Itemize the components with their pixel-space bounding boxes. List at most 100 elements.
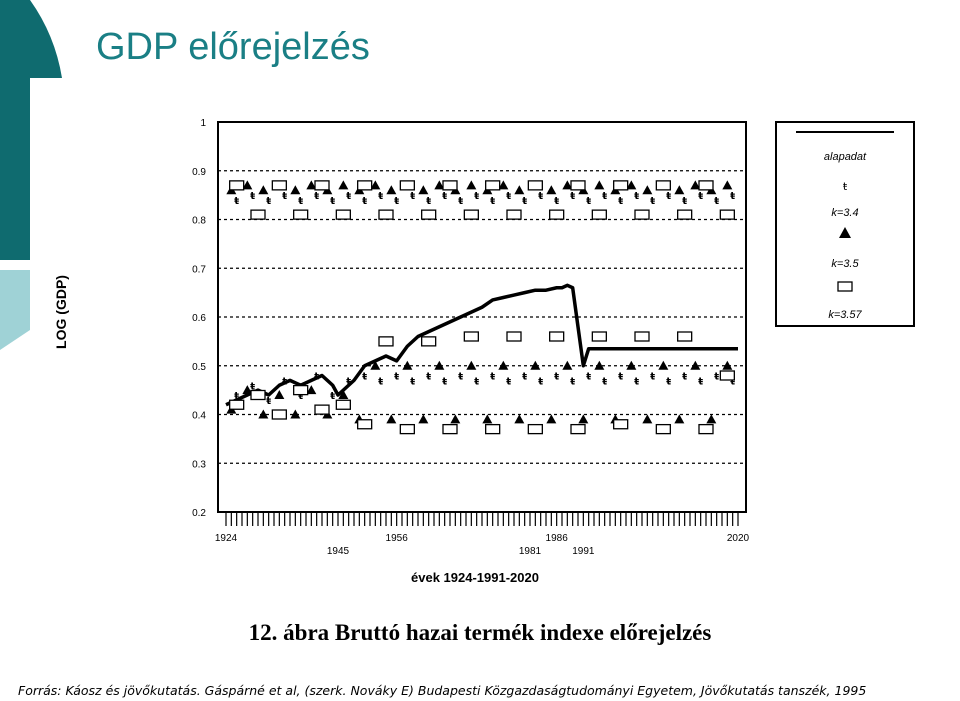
marker-triangle xyxy=(658,360,669,370)
legend-swatch-k35 xyxy=(839,227,851,238)
marker-square xyxy=(506,331,522,342)
marker-triangle xyxy=(434,360,445,370)
y-axis-label: LOG (GDP) xyxy=(53,275,69,349)
marker-dagger: ŧ xyxy=(714,372,719,383)
marker-triangle xyxy=(242,385,253,395)
marker-square xyxy=(570,180,586,191)
x-tick-label: 1986 xyxy=(546,533,569,544)
marker-triangle xyxy=(290,409,301,419)
marker-square xyxy=(655,423,671,435)
marker-triangle xyxy=(674,185,685,195)
marker-dagger: ŧ xyxy=(490,196,495,207)
marker-dagger: ŧ xyxy=(234,196,239,207)
marker-dagger: ŧ xyxy=(570,376,575,387)
grid-layer xyxy=(218,170,746,464)
marker-triangle xyxy=(546,185,557,195)
marker-square xyxy=(229,399,245,410)
marker-triangle xyxy=(498,180,509,190)
marker-triangle xyxy=(578,414,589,424)
marker-dagger: ŧ xyxy=(506,191,511,202)
source-note: Forrás: Káosz és jövőkutatás. Gáspárné e… xyxy=(18,683,867,698)
x-axis-label: évek 1924-1991-2020 xyxy=(411,570,539,585)
marker-triangle xyxy=(418,414,429,424)
marker-dagger: ŧ xyxy=(538,376,543,387)
marker-triangle xyxy=(258,409,269,419)
accent-shape-dark xyxy=(0,0,62,260)
marker-dagger: ŧ xyxy=(570,191,575,202)
marker-dagger: ŧ xyxy=(554,372,559,383)
marker-square xyxy=(613,180,629,191)
marker-dagger: ŧ xyxy=(426,372,431,383)
marker-triangle xyxy=(370,180,381,190)
marker-triangle xyxy=(530,360,541,370)
y-tick-label: 0.4 xyxy=(192,411,206,422)
marker-square xyxy=(677,209,693,220)
marker-dagger: ŧ xyxy=(394,196,399,207)
y-tick-label: 0.2 xyxy=(192,508,206,519)
marker-triangle xyxy=(402,360,413,370)
y-tick-label: 0.6 xyxy=(192,313,206,324)
marker-dagger: ŧ xyxy=(666,376,671,387)
marker-dagger: ŧ xyxy=(234,391,239,402)
marker-dagger: ŧ xyxy=(474,376,479,387)
marker-square xyxy=(335,399,351,410)
x-tick-layer: 1924 1956 1986 2020 1945 1981 1991 xyxy=(215,512,750,557)
marker-dagger: ŧ xyxy=(698,376,703,387)
marker-square xyxy=(421,336,437,347)
marker-dagger: ŧ xyxy=(682,196,687,207)
marker-dagger: ŧ xyxy=(362,196,367,207)
marker-dagger: ŧ xyxy=(330,391,335,402)
y-tick-label: 0.3 xyxy=(192,459,206,470)
marker-square xyxy=(570,423,586,435)
marker-triangle xyxy=(450,414,461,424)
marker-triangle xyxy=(306,385,317,395)
x-tick-label: 2020 xyxy=(727,533,750,544)
marker-dagger: ŧ xyxy=(634,191,639,202)
marker-dagger: ŧ xyxy=(666,191,671,202)
marker-triangle xyxy=(514,185,525,195)
marker-dagger: ŧ xyxy=(298,196,303,207)
marker-triangle xyxy=(306,180,317,190)
marker-square xyxy=(250,389,266,401)
marker-triangle xyxy=(642,185,653,195)
marker-triangle xyxy=(706,414,717,424)
marker-square xyxy=(229,180,245,191)
marker-triangle xyxy=(418,185,429,195)
marker-square xyxy=(357,419,373,430)
marker-dagger: ŧ xyxy=(314,372,319,383)
series-layer: ŧŧŧŧŧŧŧŧŧŧŧŧŧŧŧŧŧŧŧŧŧŧŧŧŧŧŧŧŧŧŧŧŧŧŧŧŧŧŧŧ… xyxy=(225,180,738,435)
marker-triangle xyxy=(690,360,701,370)
marker-dagger: ŧ xyxy=(314,191,319,202)
marker-dagger: ŧ xyxy=(730,376,735,387)
marker-square xyxy=(357,180,373,191)
marker-square xyxy=(506,209,522,220)
marker-dagger: ŧ xyxy=(282,191,287,202)
marker-dagger: ŧ xyxy=(250,381,255,392)
marker-dagger: ŧ xyxy=(250,191,255,202)
marker-triangle xyxy=(466,360,477,370)
marker-square xyxy=(378,209,394,220)
marker-square xyxy=(698,423,714,435)
marker-triangle xyxy=(498,360,509,370)
marker-triangle xyxy=(386,185,397,195)
marker-triangle xyxy=(258,185,269,195)
y-tick-label: 0.5 xyxy=(192,362,206,373)
marker-dagger: ŧ xyxy=(282,376,287,387)
y-tick-label: 0.7 xyxy=(192,264,206,275)
marker-dagger: ŧ xyxy=(426,196,431,207)
y-tick-layer: 0.2 0.3 0.4 0.5 0.6 0.7 0.8 0.9 1 xyxy=(192,118,206,519)
legend-label-k357: k=3.57 xyxy=(828,309,862,321)
y-tick-label: 0.9 xyxy=(192,167,206,178)
marker-dagger: ŧ xyxy=(442,376,447,387)
marker-dagger: ŧ xyxy=(346,191,351,202)
legend-frame xyxy=(775,121,915,327)
x-tick-label: 1924 xyxy=(215,533,238,544)
marker-triangle xyxy=(674,414,685,424)
marker-triangle xyxy=(338,180,349,190)
marker-square xyxy=(335,209,351,220)
marker-dagger: ŧ xyxy=(506,376,511,387)
marker-triangle xyxy=(546,414,557,424)
marker-triangle xyxy=(434,180,445,190)
marker-dagger: ŧ xyxy=(298,391,303,402)
